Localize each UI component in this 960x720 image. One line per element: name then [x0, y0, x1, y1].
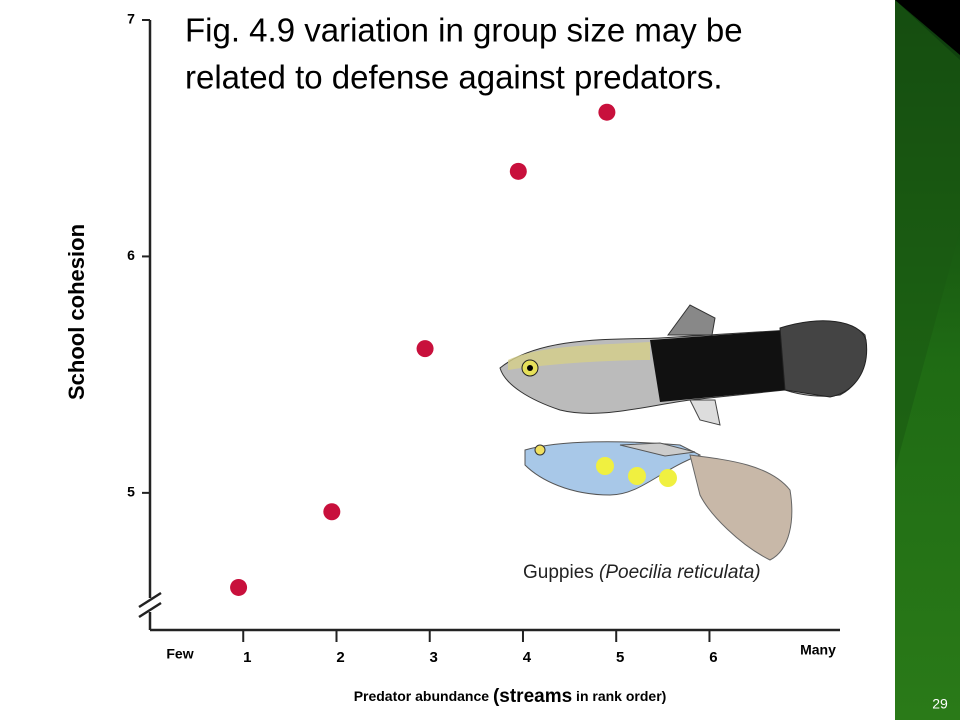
y-tick-label: 7: [127, 11, 135, 27]
x-tick-label: 2: [336, 649, 344, 666]
y-tick-label: 6: [127, 247, 135, 263]
side-shade: [895, 0, 960, 470]
caption: Guppies (Poecilia reticulata): [523, 562, 761, 583]
title-line: Fig. 4.9 variation in group size may be: [185, 12, 743, 49]
x-label-part: Predator abundance: [354, 688, 493, 704]
x-label-part: (streams: [493, 686, 572, 707]
data-point: [416, 340, 434, 358]
title-line: related to defense against predators.: [185, 59, 723, 96]
caption-common: Guppies: [523, 562, 599, 583]
corner-shape: [895, 0, 960, 55]
x-tick-label: 5: [616, 649, 624, 666]
data-point: [230, 578, 248, 596]
y-tick-label: 5: [127, 484, 135, 500]
slide-number: 29: [932, 696, 948, 712]
data-point: [509, 162, 527, 180]
x-tick-label: 6: [709, 649, 717, 666]
x-tick-label: 4: [523, 649, 532, 666]
x-axis-label: Predator abundance (streams in rank orde…: [354, 686, 667, 707]
fish-illustration: [499, 304, 868, 561]
x-tick-label: 1: [243, 649, 251, 666]
axes: [138, 20, 840, 632]
x-label-part: in rank order): [572, 688, 666, 704]
y-axis-label: School cohesion: [64, 224, 89, 400]
data-point: [598, 103, 616, 121]
caption-scientific: (Poecilia reticulata): [599, 562, 761, 583]
x-end-label: Few: [166, 646, 193, 662]
x-end-label: Many: [800, 642, 836, 658]
data-point: [323, 503, 341, 521]
x-tick-label: 3: [430, 649, 438, 666]
